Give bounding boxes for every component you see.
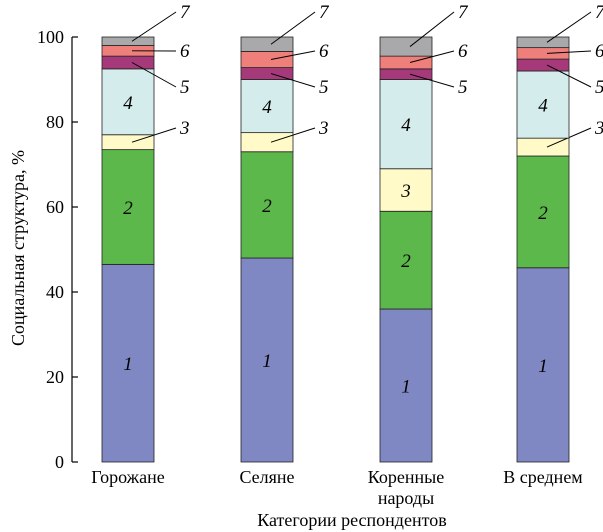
callout-line [270, 50, 316, 61]
y-tick-label: 20 [46, 367, 64, 387]
x-tick-label: народы [378, 488, 434, 508]
segment-label: 2 [538, 203, 548, 224]
bar-segment-6 [516, 47, 570, 60]
callout-line [546, 64, 592, 88]
segment-label: 6 [180, 41, 190, 62]
segment-label: 3 [594, 118, 603, 139]
y-tick-label: 40 [46, 282, 64, 302]
segment-label: 6 [595, 41, 603, 62]
bar-segment-6 [240, 51, 294, 69]
bar-segment-4 [516, 70, 570, 139]
callout-line [270, 127, 316, 143]
segment-label: 7 [319, 2, 330, 23]
callout-line [270, 73, 316, 88]
segment-label: 4 [401, 115, 411, 136]
x-tick-label: Селяне [239, 467, 294, 487]
segment-label: 7 [595, 2, 603, 23]
bar-segment-1 [240, 257, 294, 463]
segment-label: 1 [123, 354, 133, 375]
bar-segment-1 [101, 263, 155, 463]
bar-segment-3 [240, 132, 294, 153]
bar-segment-7 [516, 36, 570, 49]
segment-label: 2 [262, 196, 272, 217]
x-tick-label: Горожане [91, 467, 164, 487]
segment-label: 5 [319, 77, 329, 98]
bar-segment-2 [240, 151, 294, 259]
callout-line [409, 50, 455, 63]
segment-label: 7 [458, 2, 469, 23]
bar-segment-2 [516, 155, 570, 269]
segment-label: 6 [319, 41, 329, 62]
x-axis-label: Категории респондентов [257, 510, 446, 530]
bar-segment-1 [379, 308, 433, 463]
callout-line [546, 11, 592, 43]
bar-segment-3 [101, 134, 155, 151]
segment-label: 6 [458, 41, 468, 62]
bar-segment-5 [516, 58, 570, 72]
segment-label: 4 [123, 93, 133, 114]
callout-line [409, 73, 455, 88]
segment-label: 1 [538, 356, 548, 377]
callout-line [270, 11, 316, 45]
segment-label: 3 [179, 118, 190, 139]
segment-label: 7 [180, 2, 191, 23]
segment-label: 5 [595, 77, 603, 98]
bar-segment-2 [101, 149, 155, 265]
segment-label: 2 [123, 198, 133, 219]
segment-label: 1 [262, 351, 272, 372]
callout-line [131, 11, 177, 42]
segment-label: 1 [401, 377, 411, 398]
callout-line [409, 11, 455, 47]
segment-label: 5 [458, 77, 468, 98]
y-axis-label: Социальная структура, % [8, 150, 28, 346]
bar-segment-3 [379, 168, 433, 212]
bar-segment-6 [379, 55, 433, 70]
y-tick-label: 60 [46, 197, 64, 217]
bar-segment-4 [379, 79, 433, 170]
segment-label: 4 [538, 96, 548, 117]
bar-segment-7 [240, 36, 294, 52]
y-tick-label: 80 [46, 112, 64, 132]
segment-label: 2 [401, 251, 411, 272]
x-tick-label: В среднем [503, 467, 582, 487]
segment-label: 5 [180, 77, 190, 98]
bar-segment-4 [240, 79, 294, 134]
segment-label: 3 [318, 118, 329, 139]
y-tick-label: 100 [37, 27, 64, 47]
segment-label: 4 [262, 97, 272, 118]
bar-segment-7 [101, 36, 155, 46]
y-tick-label: 0 [55, 452, 64, 472]
bar-segment-7 [379, 36, 433, 57]
segment-label: 3 [400, 181, 411, 202]
bar-segment-5 [101, 55, 155, 70]
bar-segment-4 [101, 68, 155, 136]
callout-line [546, 50, 592, 54]
x-tick-label: Коренные [368, 467, 444, 487]
callout-line [131, 62, 177, 88]
